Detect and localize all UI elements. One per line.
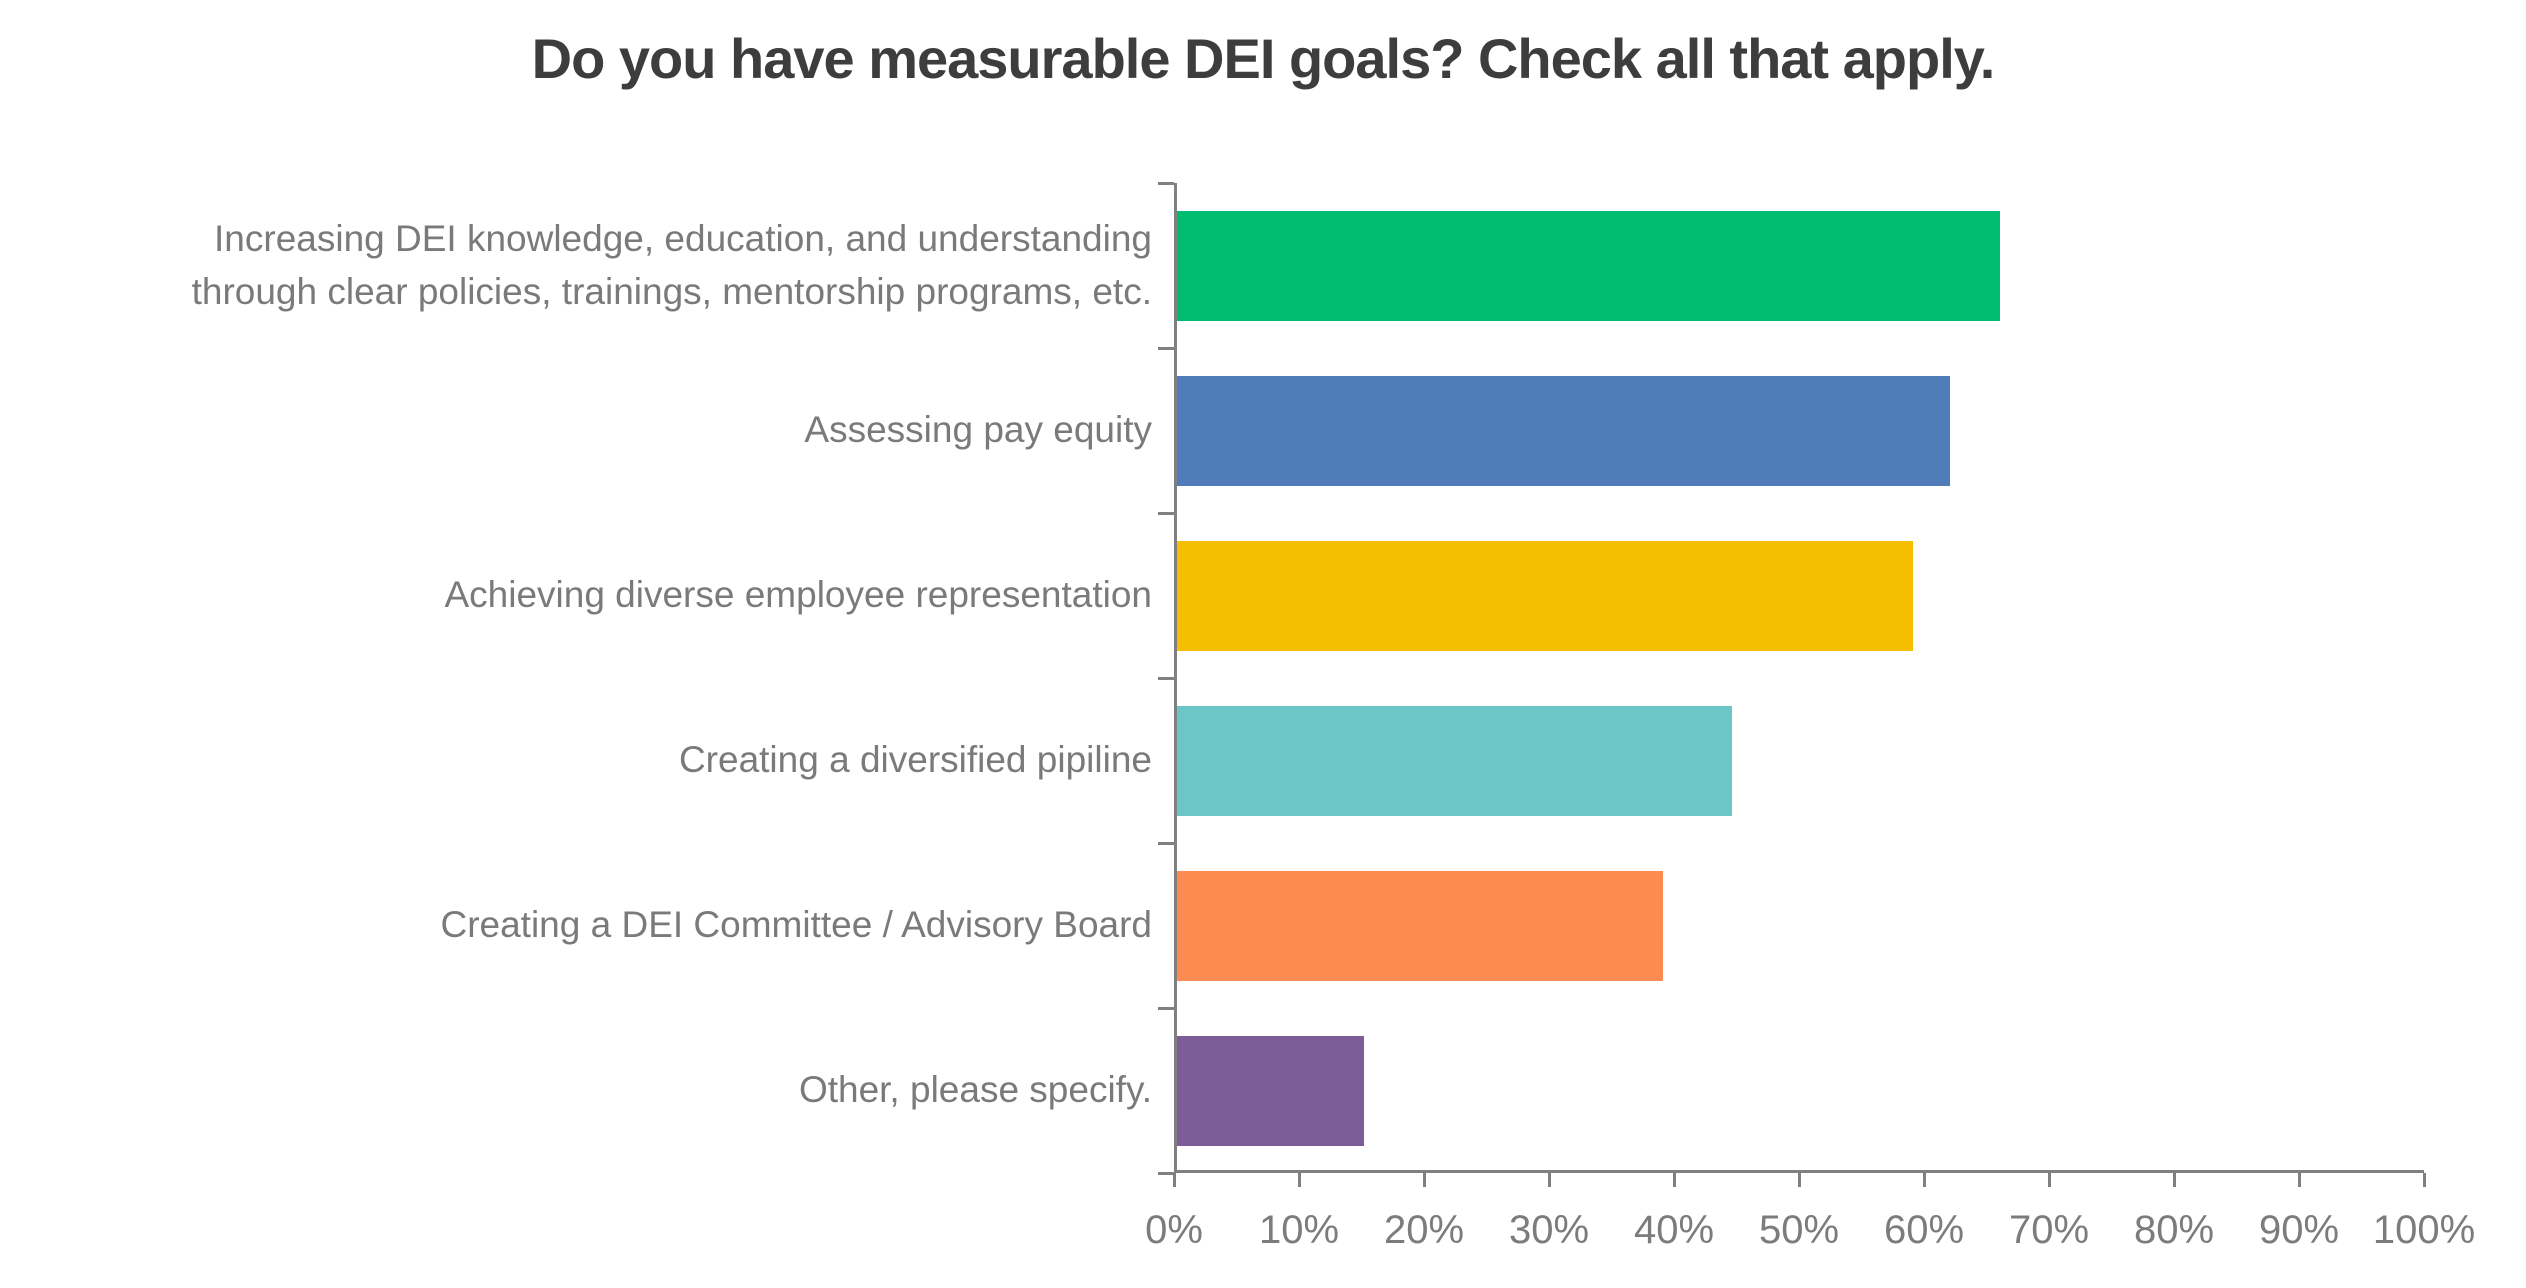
x-axis-tick [2297, 1173, 2301, 1187]
bar-row [1177, 183, 2424, 348]
x-axis-tick [1297, 1173, 1301, 1187]
x-axis-tick [1797, 1173, 1801, 1187]
x-axis-tick [1547, 1173, 1551, 1187]
x-axis-tick-label: 100% [2372, 1208, 2476, 1252]
bar [1177, 870, 1664, 981]
x-axis-tick-label: 20% [1383, 1208, 1465, 1252]
category-label: Achieving diverse employee representatio… [444, 574, 1152, 616]
x-axis-tick-label: 40% [1633, 1208, 1715, 1252]
x-axis-tick-label: 60% [1883, 1208, 1965, 1252]
bar-row [1177, 348, 2424, 513]
category-label: Assessing pay equity [804, 409, 1152, 451]
x-axis-tick-label: 90% [2258, 1208, 2340, 1252]
x-axis-tick [1672, 1173, 1676, 1187]
x-axis-tick-label: 30% [1508, 1208, 1590, 1252]
y-axis-tick [1158, 1006, 1174, 1010]
x-axis-tick [1922, 1173, 1926, 1187]
x-axis-tick-label: 0% [1145, 1208, 1203, 1252]
chart-title: Do you have measurable DEI goals? Check … [531, 27, 1996, 90]
x-axis-tick [2172, 1173, 2176, 1187]
category-axis-labels: Increasing DEI knowledge, education, and… [0, 183, 1152, 1173]
y-axis-tick [1158, 1171, 1174, 1175]
category-label: Other, please specify. [798, 1069, 1152, 1111]
y-axis-tick [1158, 346, 1174, 350]
bar-row [1177, 843, 2424, 1008]
x-axis-tick-label: 70% [2008, 1208, 2090, 1252]
y-axis-tick [1158, 511, 1174, 515]
bar [1177, 705, 1732, 816]
y-axis-tick [1158, 181, 1174, 185]
bar [1177, 375, 1951, 486]
category-label: Increasing DEI knowledge, education, and… [191, 217, 1152, 312]
x-axis-tick [2047, 1173, 2051, 1187]
category-label: Creating a DEI Committee / Advisory Boar… [440, 904, 1152, 946]
y-axis-tick [1158, 841, 1174, 845]
category-label: Creating a diversified pipiline [678, 739, 1152, 781]
x-axis-tick [2422, 1173, 2426, 1187]
x-axis-tick [1172, 1173, 1176, 1187]
bar [1177, 210, 2001, 321]
x-axis-tick-label: 10% [1258, 1208, 1340, 1252]
x-axis-tick-label: 80% [2133, 1208, 2215, 1252]
bar [1177, 1035, 1365, 1146]
x-axis-tick-label: 50% [1758, 1208, 1840, 1252]
bar-row [1177, 1008, 2424, 1173]
x-axis-tick [1422, 1173, 1426, 1187]
bar-row [1177, 678, 2424, 843]
bar-row [1177, 513, 2424, 678]
x-axis-tick-labels: 0% 10% 20% 30% 40% 50% 60% 70% 80% 90% 1… [1145, 1208, 2475, 1268]
plot-area [1158, 181, 2426, 1187]
bar [1177, 540, 1913, 651]
y-axis-tick [1158, 676, 1174, 680]
